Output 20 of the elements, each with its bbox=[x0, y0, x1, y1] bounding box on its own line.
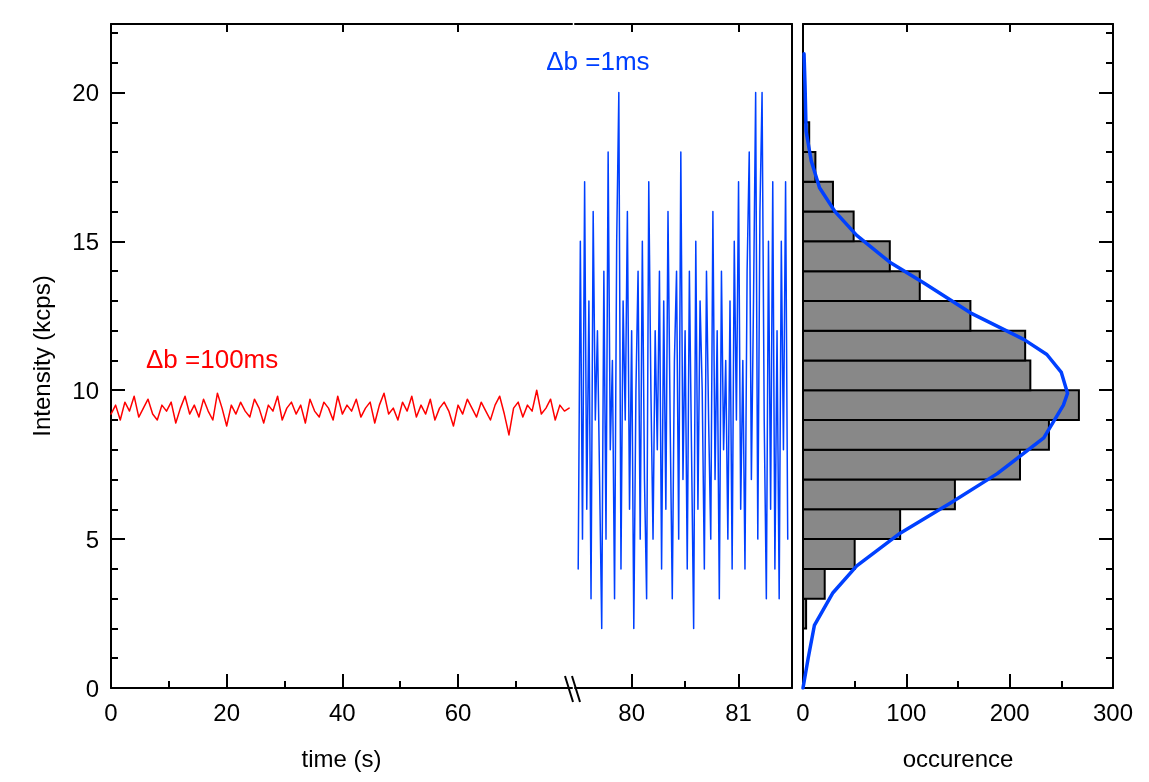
y-tick-label: 10 bbox=[72, 376, 99, 404]
x-axis-title: occurence bbox=[902, 744, 1014, 772]
y-tick-label: 15 bbox=[72, 227, 99, 255]
x-tick-label: 20 bbox=[213, 698, 241, 726]
x-tick-label: 81 bbox=[725, 698, 752, 726]
y-tick-label: 5 bbox=[85, 525, 99, 553]
series-label: Δb =100ms bbox=[146, 344, 279, 375]
y-tick-label: 0 bbox=[85, 674, 99, 702]
x-tick-label: 80 bbox=[618, 698, 646, 726]
y-axis-title: Intensity (kcps) bbox=[27, 275, 55, 437]
x-tick-label: 100 bbox=[886, 698, 927, 726]
x-tick-label: 60 bbox=[444, 698, 472, 726]
x-tick-label: 0 bbox=[104, 698, 118, 726]
y-tick-label: 20 bbox=[72, 78, 99, 106]
x-tick-label: 300 bbox=[1092, 698, 1134, 726]
x-tick-label: 0 bbox=[796, 698, 810, 726]
x-tick-label: 40 bbox=[329, 698, 356, 726]
series-label: Δb =1ms bbox=[546, 46, 650, 77]
x-axis-title: time (s) bbox=[301, 744, 382, 772]
x-tick-label: 200 bbox=[989, 698, 1030, 726]
